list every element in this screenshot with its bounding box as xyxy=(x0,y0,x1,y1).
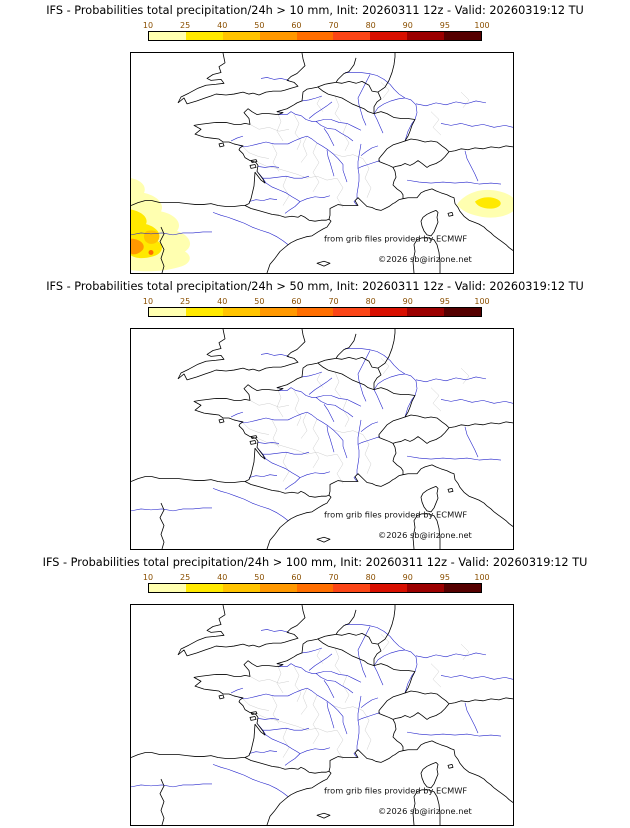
overlay-spot-southwest xyxy=(148,250,154,255)
colorbar-bar xyxy=(148,31,482,41)
map-panel-10mm: from grib files provided by ECMWF ©2026 … xyxy=(130,52,514,274)
colorbar-tick-label: 80 xyxy=(365,573,376,582)
attribution-copyright: ©2026 sb@irizone.net xyxy=(378,806,473,816)
colorbar-segment xyxy=(444,584,482,592)
panel-title: IFS - Probabilities total precipitation/… xyxy=(46,280,584,293)
colorbar-segment xyxy=(407,584,445,592)
colorbar-segment xyxy=(222,584,260,592)
colorbar-tick-label: 60 xyxy=(291,297,302,306)
colorbar-tick-label: 80 xyxy=(365,21,376,30)
colorbar-segment xyxy=(296,32,334,40)
colorbar-tick-label: 100 xyxy=(474,297,490,306)
probability-colorbar: 10 25 40 50 60 70 80 90 95 100 xyxy=(143,573,490,593)
panel-50mm: IFS - Probabilities total precipitation/… xyxy=(0,276,630,552)
colorbar-segment xyxy=(296,584,334,592)
colorbar-tick-label: 10 xyxy=(142,573,154,582)
colorbar-tick-row: 10 25 40 50 60 70 80 90 95 100 xyxy=(143,573,490,583)
colorbar-segment xyxy=(407,308,445,316)
attribution-ecmwf: from grib files provided by ECMWF xyxy=(324,786,467,796)
colorbar-tick-label: 10 xyxy=(142,297,154,306)
colorbar-segment xyxy=(185,584,223,592)
colorbar-segment xyxy=(407,32,445,40)
colorbar-segment xyxy=(370,308,408,316)
colorbar-tick-label: 50 xyxy=(254,573,265,582)
colorbar-tick-label: 70 xyxy=(328,573,339,582)
colorbar-tick-label: 95 xyxy=(439,21,450,30)
panel-100mm: IFS - Probabilities total precipitation/… xyxy=(0,552,630,828)
colorbar-tick-label: 40 xyxy=(217,297,228,306)
colorbar-bar xyxy=(148,583,482,593)
colorbar-tick-label: 80 xyxy=(365,297,376,306)
colorbar-segment xyxy=(149,32,186,40)
overlay-blob-east-core xyxy=(475,197,501,209)
colorbar-tick-row: 10 25 40 50 60 70 80 90 95 100 xyxy=(143,21,490,31)
panel-10mm: IFS - Probabilities total precipitation/… xyxy=(0,0,630,276)
colorbar-segment xyxy=(222,308,260,316)
probability-colorbar: 10 25 40 50 60 70 80 90 95 100 xyxy=(143,21,490,41)
colorbar-tick-label: 60 xyxy=(291,21,302,30)
colorbar-segment xyxy=(259,584,297,592)
colorbar-tick-label: 50 xyxy=(254,21,265,30)
colorbar-segment xyxy=(333,584,371,592)
colorbar-segment xyxy=(444,32,482,40)
colorbar-tick-label: 60 xyxy=(291,573,302,582)
colorbar-segment xyxy=(149,308,186,316)
colorbar-tick-label: 95 xyxy=(439,573,450,582)
colorbar-tick-label: 95 xyxy=(439,297,450,306)
colorbar-tick-label: 100 xyxy=(474,21,490,30)
colorbar-segment xyxy=(333,308,371,316)
colorbar-segment xyxy=(185,32,223,40)
colorbar-segment xyxy=(370,584,408,592)
colorbar-bar xyxy=(148,307,482,317)
attribution-ecmwf: from grib files provided by ECMWF xyxy=(324,234,467,244)
map-panel-100mm: from grib files provided by ECMWF ©2026 … xyxy=(130,604,514,826)
colorbar-tick-label: 40 xyxy=(217,21,228,30)
colorbar-segment xyxy=(259,32,297,40)
colorbar-segment xyxy=(185,308,223,316)
colorbar-segment xyxy=(444,308,482,316)
colorbar-segment xyxy=(296,308,334,316)
colorbar-tick-label: 25 xyxy=(180,21,191,30)
colorbar-tick-label: 10 xyxy=(142,21,154,30)
colorbar-segment xyxy=(222,32,260,40)
colorbar-tick-label: 70 xyxy=(328,21,339,30)
colorbar-tick-row: 10 25 40 50 60 70 80 90 95 100 xyxy=(143,297,490,307)
overlay-blob-southwest-core xyxy=(131,238,144,255)
colorbar-segment xyxy=(333,32,371,40)
colorbar-tick-label: 90 xyxy=(402,297,413,306)
attribution-ecmwf: from grib files provided by ECMWF xyxy=(324,510,467,520)
panel-title: IFS - Probabilities total precipitation/… xyxy=(42,556,588,569)
colorbar-tick-label: 25 xyxy=(180,573,191,582)
colorbar-tick-label: 90 xyxy=(402,573,413,582)
map-panel-50mm: from grib files provided by ECMWF ©2026 … xyxy=(130,328,514,550)
colorbar-tick-label: 40 xyxy=(217,573,228,582)
colorbar-tick-label: 100 xyxy=(474,573,490,582)
attribution-copyright: ©2026 sb@irizone.net xyxy=(378,254,473,264)
attribution-copyright: ©2026 sb@irizone.net xyxy=(378,530,473,540)
colorbar-segment xyxy=(149,584,186,592)
colorbar-segment xyxy=(259,308,297,316)
colorbar-tick-label: 70 xyxy=(328,297,339,306)
colorbar-tick-label: 50 xyxy=(254,297,265,306)
panel-title: IFS - Probabilities total precipitation/… xyxy=(46,4,584,17)
probability-overlay-10mm xyxy=(131,178,513,272)
colorbar-tick-label: 25 xyxy=(180,297,191,306)
probability-colorbar: 10 25 40 50 60 70 80 90 95 100 xyxy=(143,297,490,317)
colorbar-tick-label: 90 xyxy=(402,21,413,30)
colorbar-segment xyxy=(370,32,408,40)
